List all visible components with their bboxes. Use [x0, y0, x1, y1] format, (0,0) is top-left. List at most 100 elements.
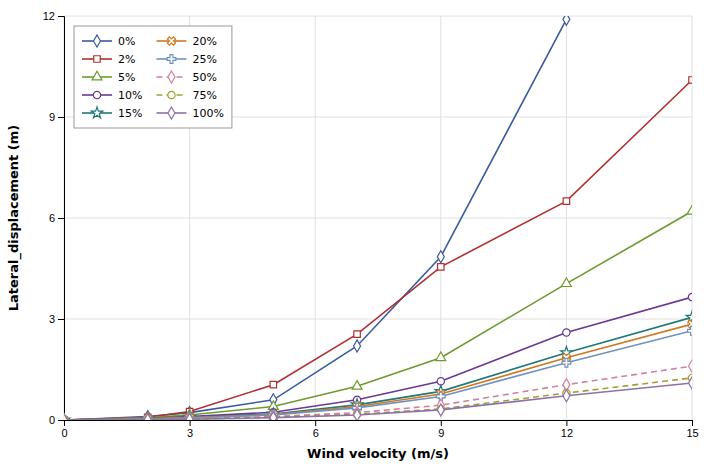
marker [563, 198, 569, 204]
tick: 12 [561, 420, 573, 439]
legend-item: 15% [82, 107, 142, 120]
tick-label: 12 [561, 427, 573, 439]
series [64, 311, 692, 420]
x-axis-title: Wind velocity (m/s) [307, 446, 449, 461]
legend-marker [94, 35, 101, 47]
marker [144, 413, 151, 420]
series [64, 318, 692, 420]
marker [64, 414, 67, 420]
tick-label: 3 [187, 427, 193, 439]
grid-line [64, 218, 692, 219]
legend-marker [167, 55, 176, 64]
tick-mark [315, 420, 316, 426]
legend-marker [92, 71, 102, 80]
marker [563, 390, 570, 402]
tick-mark [441, 420, 442, 426]
line [64, 297, 692, 420]
x-axis: 0 3 6 9 12 15 [61, 420, 698, 439]
legend-label: 20% [192, 35, 216, 48]
tick: 9 [438, 420, 444, 439]
marker [687, 206, 692, 215]
tick-mark [58, 319, 64, 320]
marker [354, 340, 361, 352]
series [64, 326, 692, 420]
legend-item: 25% [156, 53, 216, 66]
tick-label: 6 [313, 427, 319, 439]
marker [561, 278, 571, 287]
marker [689, 360, 692, 372]
marker [563, 16, 570, 25]
legend-label: 75% [192, 89, 216, 102]
axis-line [58, 17, 65, 421]
tick-mark [58, 16, 64, 17]
legend-item: 75% [156, 89, 216, 102]
legend-marker [94, 56, 100, 62]
marker [270, 381, 276, 387]
tick: 9 [49, 111, 64, 123]
legend: 0%2%5%10%15%20%25%50%75%100% [74, 26, 232, 128]
series [64, 374, 692, 420]
marker [688, 293, 692, 300]
marker [563, 329, 570, 336]
tick: 6 [313, 420, 319, 439]
tick-label: 3 [49, 313, 55, 325]
marker [689, 377, 692, 389]
tick-mark [692, 420, 693, 426]
line [64, 317, 692, 420]
legend-item: 100% [156, 107, 223, 120]
marker [436, 352, 446, 361]
chart: 03691215036912Wind velocity (m/s)Lateral… [0, 0, 716, 470]
tick-mark [58, 218, 64, 219]
line [64, 331, 692, 420]
tick: 12 [43, 10, 64, 22]
marker [64, 414, 67, 420]
tick: 6 [49, 212, 64, 224]
grid [64, 16, 692, 420]
grid-line [64, 319, 692, 320]
line [64, 211, 692, 420]
marker [144, 414, 151, 420]
marker [689, 77, 692, 83]
tick-label: 6 [49, 212, 55, 224]
legend-label: 2% [118, 53, 135, 66]
tick: 15 [686, 420, 698, 439]
marker [354, 409, 361, 420]
legend-label: 100% [192, 107, 223, 120]
tick: 0 [61, 420, 67, 439]
legend-label: 0% [118, 35, 135, 48]
legend-marker [168, 107, 175, 119]
tick-label: 15 [686, 427, 698, 439]
legend-marker [168, 91, 175, 98]
legend-marker [165, 35, 177, 47]
marker [64, 414, 67, 420]
marker [186, 413, 193, 420]
plot-area [64, 16, 692, 420]
marker [688, 326, 692, 335]
series [64, 16, 570, 420]
legend-item: 5% [82, 71, 135, 84]
legend-marker [91, 107, 103, 118]
tick-label: 9 [49, 111, 55, 123]
y-axis: 0 3 6 9 12 [43, 10, 65, 426]
legend-item: 50% [156, 71, 216, 84]
marker [437, 404, 444, 416]
axis-line [65, 421, 693, 427]
series [64, 206, 692, 420]
legend-item: 0% [82, 35, 135, 48]
marker [352, 381, 362, 390]
line [64, 80, 692, 420]
legend-label: 15% [118, 107, 142, 120]
tick: 0 [49, 414, 64, 426]
legend-label: 5% [118, 71, 135, 84]
marker [186, 413, 193, 420]
line [64, 324, 692, 420]
tick-label: 0 [61, 427, 67, 439]
series [64, 377, 692, 420]
tick-mark [566, 420, 567, 426]
tick: 3 [49, 313, 64, 325]
series [64, 293, 692, 420]
legend-label: 25% [192, 53, 216, 66]
marker [438, 264, 444, 270]
series [64, 360, 692, 420]
tick-label: 0 [49, 414, 55, 426]
